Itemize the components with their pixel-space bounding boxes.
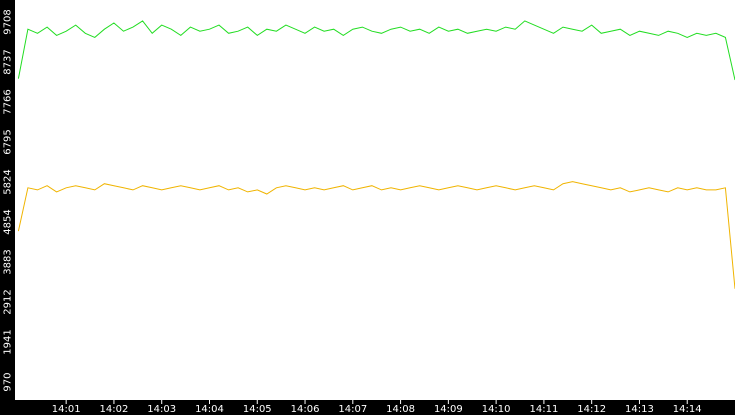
x-tick-label: 14:04: [195, 404, 224, 415]
y-tick-label: 9708: [3, 9, 14, 34]
x-tick-label: 14:12: [577, 404, 606, 415]
x-tick-label: 14:13: [625, 404, 654, 415]
x-tick-label: 14:14: [673, 404, 702, 415]
data-line: [17, 181, 735, 289]
x-tick-label: 14:09: [434, 404, 463, 415]
x-tick-label: 14:10: [482, 404, 511, 415]
x-axis-strip: [0, 400, 735, 415]
y-axis-strip: [0, 0, 15, 415]
y-tick-label: 3883: [3, 249, 14, 274]
x-tick-label: 14:03: [147, 404, 176, 415]
y-tick-label: 1941: [3, 329, 14, 354]
y-tick-label: 7766: [3, 89, 14, 114]
x-tick-label: 14:07: [338, 404, 367, 415]
x-tick-label: 14:02: [100, 404, 129, 415]
x-tick-label: 14:06: [291, 404, 320, 415]
y-tick-label: 970: [3, 372, 14, 391]
y-tick-label: 4854: [3, 209, 14, 234]
x-tick-label: 14:11: [529, 404, 558, 415]
x-tick-label: 14:01: [52, 404, 81, 415]
x-tick-label: 14:05: [243, 404, 272, 415]
y-tick-label: 5824: [3, 169, 14, 194]
y-tick-label: 8737: [3, 49, 14, 74]
y-tick-label: 2912: [3, 289, 14, 314]
x-tick-label: 14:08: [386, 404, 415, 415]
y-tick-label: 6795: [3, 129, 14, 154]
data-line: [17, 20, 735, 81]
